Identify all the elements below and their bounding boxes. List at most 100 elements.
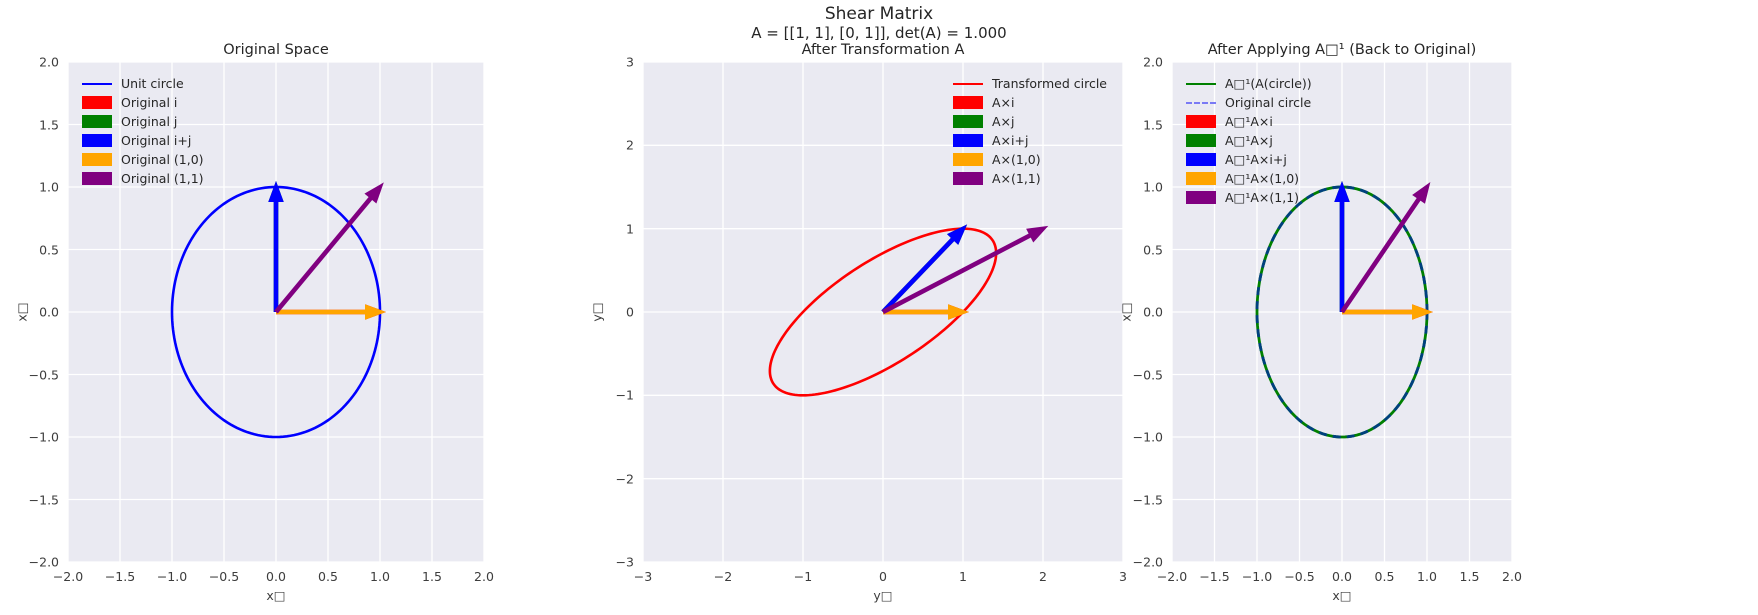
- legend-label: Original (1,0): [121, 152, 204, 167]
- legend-label: A□¹(A(circle)): [1225, 76, 1312, 91]
- transformed-circle: [768, 227, 998, 397]
- y-tick-label: 3: [626, 54, 634, 70]
- legend-label: A×i: [991, 95, 1015, 110]
- x-tick-label: 1.5: [422, 569, 442, 584]
- unit-circle: [170, 185, 382, 439]
- swatch-color: [1186, 134, 1216, 147]
- legend-patch-swatch: [952, 96, 983, 109]
- swatch-color: [1186, 172, 1216, 185]
- legend-label: A□¹A×i: [1225, 114, 1273, 129]
- vector-AinvA-1-0: [1342, 304, 1433, 320]
- x-tick-label: 2: [1039, 569, 1047, 584]
- swatch-color: [1186, 101, 1216, 104]
- x-tick-label: −2.0: [52, 569, 84, 584]
- legend: A□¹(A(circle)) Original circle A□¹A×i A□¹A×…: [1186, 74, 1312, 207]
- legend-item: A□¹A×i+j: [1186, 150, 1312, 169]
- legend-item: Unit circle: [82, 74, 204, 93]
- vector-AinvA-1-1: [1340, 182, 1431, 314]
- y-tick-label: −1.5: [28, 492, 59, 507]
- legend-patch-swatch: [82, 134, 112, 147]
- x-tick-label: 3: [1119, 569, 1127, 584]
- legend-line-swatch: [1186, 82, 1216, 85]
- y-tick-label: 1.5: [1143, 117, 1163, 132]
- swatch-color: [952, 172, 983, 185]
- y-tick-label: −1.0: [1132, 429, 1163, 445]
- swatch-color: [82, 134, 112, 147]
- legend-label: Original circle: [1225, 95, 1312, 110]
- vector-1-1: [274, 182, 384, 314]
- legend-patch-swatch: [1186, 172, 1216, 185]
- vector-A-1-0: [883, 304, 969, 320]
- y-tick-label: 0.5: [1143, 242, 1163, 257]
- x-tick-label: 0.0: [1332, 569, 1352, 584]
- legend-patch-swatch: [1186, 153, 1216, 166]
- y-tick-label: 1.5: [39, 117, 59, 132]
- x-tick-label: 2.0: [1502, 569, 1522, 584]
- legend-item: A□¹A×i: [1186, 112, 1312, 131]
- legend-label: Unit circle: [121, 76, 184, 91]
- y-tick-label: −0.5: [1132, 367, 1163, 382]
- y-tick-label: 0.5: [39, 242, 59, 257]
- x-axis-label: y□: [873, 588, 893, 603]
- legend-item: Original (1,0): [82, 150, 204, 169]
- vector-A-0-1: [881, 224, 968, 314]
- legend: Unit circle Original i Original j Original …: [82, 74, 204, 188]
- legend-item: A□¹A×j: [1186, 131, 1312, 150]
- y-tick-label: −2: [615, 471, 634, 487]
- figure-suptitle: Shear Matrix: [824, 4, 934, 24]
- y-tick-label: −1.0: [28, 429, 59, 445]
- legend-line-swatch: [1186, 101, 1216, 104]
- legend-item: A×(1,0): [952, 150, 1107, 169]
- legend-label: A□¹A×(1,0): [1225, 171, 1300, 186]
- legend-patch-swatch: [1186, 134, 1216, 147]
- x-tick-label: −2: [713, 569, 733, 584]
- x-axis-label: x□: [266, 588, 286, 603]
- legend-patch-swatch: [952, 153, 983, 166]
- y-tick-label: 0.0: [39, 304, 59, 320]
- legend-label: A×(1,0): [991, 152, 1041, 167]
- vector-AinvA-0-1: [1334, 181, 1350, 312]
- vector-0-1: [268, 181, 284, 312]
- legend-label: Original (1,1): [121, 171, 204, 186]
- y-tick-label: −0.5: [28, 367, 59, 382]
- legend-label: Original j: [121, 114, 178, 129]
- legend-patch-swatch: [82, 153, 112, 166]
- x-tick-label: 0.5: [1374, 569, 1395, 584]
- x-tick-label: −1.5: [1199, 569, 1230, 584]
- y-tick-label: 2.0: [39, 54, 59, 70]
- x-tick-label: −1.5: [104, 569, 136, 584]
- x-tick-label: 2.0: [474, 569, 494, 584]
- legend-label: A×j: [991, 114, 1015, 129]
- y-tick-label: 1: [626, 221, 634, 237]
- y-tick-label: 0: [626, 304, 634, 320]
- legend-patch-swatch: [1186, 115, 1216, 128]
- legend-item: A□¹A×(1,1): [1186, 188, 1312, 207]
- x-tick-label: −0.5: [208, 569, 240, 584]
- y-axis-label: x□: [1118, 302, 1134, 322]
- swatch-color: [1186, 82, 1216, 85]
- x-tick-label: 1.0: [370, 569, 390, 584]
- x-tick-label: −1.0: [1241, 569, 1273, 584]
- y-tick-label: −1.5: [1132, 492, 1163, 507]
- swatch-color: [82, 96, 112, 109]
- legend-item: Original i: [82, 93, 204, 112]
- legend-label: Original i+j: [121, 133, 192, 148]
- legend-patch-swatch: [1186, 191, 1216, 204]
- legend-patch-swatch: [952, 172, 983, 185]
- legend-label: A□¹A×(1,1): [1225, 190, 1300, 205]
- legend-label: Original i: [121, 95, 178, 110]
- figure-subtitle: A = [[1, 1], [0, 1]], det(A) = 1.000: [751, 24, 1007, 42]
- legend-item: A×j: [952, 112, 1107, 131]
- legend-patch-swatch: [82, 96, 112, 109]
- original-circle-dashed-overlay: [1255, 185, 1429, 439]
- legend-label: Transformed circle: [991, 76, 1107, 91]
- swatch-color: [82, 172, 112, 185]
- y-tick-label: 0.0: [1143, 304, 1163, 320]
- x-tick-label: −1: [793, 569, 813, 584]
- x-tick-label: −3: [633, 569, 653, 584]
- x-tick-label: 1.5: [1459, 569, 1480, 584]
- plot-area-svg: [68, 62, 484, 562]
- legend-patch-swatch: [82, 172, 112, 185]
- legend-line-swatch: [82, 82, 112, 85]
